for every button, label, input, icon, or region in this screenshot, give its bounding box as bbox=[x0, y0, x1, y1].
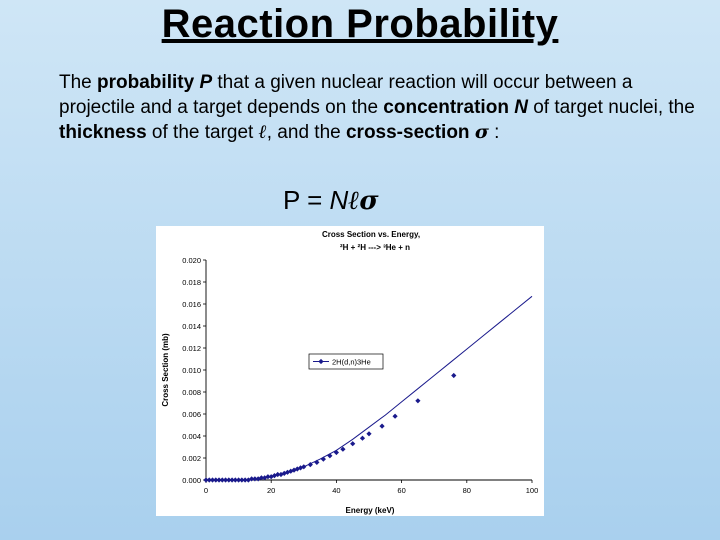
eq-n: N bbox=[329, 185, 349, 215]
data-point bbox=[232, 477, 238, 483]
series-line bbox=[206, 295, 533, 481]
data-point bbox=[239, 477, 245, 483]
y-tick-label: 0.018 bbox=[182, 278, 201, 287]
legend-box bbox=[308, 353, 384, 370]
slide-title: Reaction Probability bbox=[161, 2, 559, 46]
data-point bbox=[275, 471, 281, 478]
text-run: of the target bbox=[146, 122, 259, 143]
term-concentration: concentration bbox=[383, 97, 515, 118]
data-point bbox=[415, 398, 421, 404]
symbol-ell: ℓ bbox=[258, 121, 267, 143]
data-point bbox=[366, 431, 372, 437]
x-tick-label: 80 bbox=[463, 486, 471, 495]
chart-subtitle: ²H + ²H ---> ³He + n bbox=[340, 243, 410, 252]
data-point bbox=[245, 477, 251, 483]
var-p: P bbox=[199, 72, 213, 93]
y-tick-label: 0.012 bbox=[182, 344, 201, 353]
x-tick-label: 40 bbox=[332, 486, 340, 495]
term-thickness: thickness bbox=[59, 122, 147, 143]
x-tick-label: 60 bbox=[397, 486, 405, 495]
equation: P = Nℓσ bbox=[283, 185, 379, 216]
y-tick-label: 0.006 bbox=[182, 410, 201, 419]
data-point bbox=[327, 453, 333, 459]
data-point bbox=[288, 468, 294, 474]
data-point bbox=[392, 413, 398, 419]
legend-marker bbox=[318, 358, 324, 365]
data-point bbox=[209, 477, 216, 483]
x-axis-label: Energy (keV) bbox=[346, 506, 395, 515]
x-tick-label: 0 bbox=[204, 486, 208, 495]
data-point bbox=[333, 449, 339, 456]
data-point bbox=[301, 464, 307, 470]
y-tick-label: 0.020 bbox=[182, 256, 201, 265]
data-point bbox=[203, 477, 209, 483]
y-axis-label: Cross Section (mb) bbox=[161, 333, 170, 407]
cross-section-chart: Cross Section vs. Energy, ²H + ²H ---> ³… bbox=[156, 226, 544, 516]
data-point bbox=[451, 372, 457, 379]
term-cross-section: cross-section bbox=[345, 122, 475, 143]
eq-equals: = bbox=[307, 185, 323, 215]
text-run: that a given nuclear reaction will occur… bbox=[59, 72, 633, 118]
chart-svg: Cross Section vs. Energy, ²H + ²H ---> ³… bbox=[161, 230, 539, 515]
eq-lhs: P bbox=[283, 185, 300, 215]
y-tick-label: 0.004 bbox=[182, 432, 201, 441]
eq-sigma: σ bbox=[359, 186, 379, 216]
eq-ell: ℓ bbox=[348, 186, 360, 216]
data-point bbox=[236, 477, 242, 483]
data-point bbox=[222, 477, 229, 483]
y-tick-label: 0.010 bbox=[182, 366, 201, 375]
data-point bbox=[226, 477, 232, 483]
body-paragraph: The probability P that a given nuclear r… bbox=[59, 70, 699, 145]
data-point bbox=[320, 456, 326, 462]
chart-title: Cross Section vs. Energy, bbox=[322, 230, 420, 239]
data-point bbox=[350, 441, 356, 447]
y-tick-label: 0.000 bbox=[182, 476, 201, 485]
term-probability: probability bbox=[97, 72, 200, 93]
data-point bbox=[242, 477, 248, 483]
data-point bbox=[216, 477, 222, 483]
y-tick-label: 0.016 bbox=[182, 300, 201, 309]
data-point bbox=[379, 423, 385, 429]
data-point bbox=[314, 459, 320, 465]
data-point bbox=[229, 477, 235, 483]
text-run: The bbox=[59, 72, 98, 93]
text-run: , and the bbox=[266, 122, 346, 143]
data-point bbox=[213, 477, 219, 483]
legend-label: 2H(d,n)3He bbox=[332, 358, 371, 367]
var-n: N bbox=[514, 97, 528, 118]
data-point bbox=[265, 474, 271, 480]
x-tick-label: 100 bbox=[526, 486, 539, 495]
y-tick-label: 0.014 bbox=[182, 322, 201, 331]
symbol-sigma: σ bbox=[474, 121, 489, 143]
text-run: of target nuclei, the bbox=[527, 97, 695, 118]
data-point bbox=[278, 471, 284, 478]
y-tick-label: 0.008 bbox=[182, 388, 201, 397]
x-tick-label: 20 bbox=[267, 486, 275, 495]
text-run: : bbox=[488, 122, 500, 143]
y-tick-label: 0.002 bbox=[182, 454, 201, 463]
data-point bbox=[359, 435, 366, 441]
data-point bbox=[206, 477, 212, 483]
data-point bbox=[219, 477, 225, 483]
